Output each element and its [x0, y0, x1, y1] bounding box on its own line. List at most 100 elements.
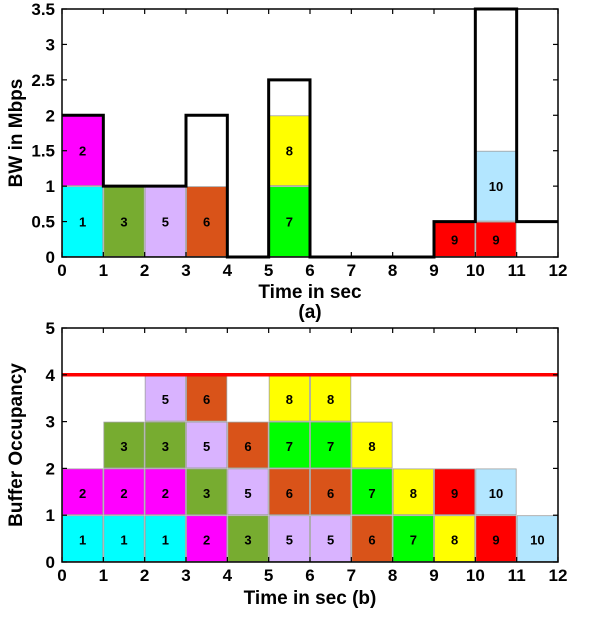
x-tick-label: 12: [549, 566, 568, 585]
buffer-block-label: 1: [162, 533, 169, 548]
buffer-block-label: 5: [286, 533, 293, 548]
buffer-block-label: 5: [244, 486, 251, 501]
buffer-block-label: 8: [410, 486, 417, 501]
buffer-block-label: 7: [410, 533, 417, 548]
bw-block-label: 5: [162, 215, 169, 230]
bw-block-5: [144, 186, 186, 257]
buffer-block-10: [475, 468, 517, 516]
buffer-block-label: 3: [244, 533, 251, 548]
y-tick-label: 2.5: [31, 71, 55, 90]
bw-block-label: 7: [286, 215, 293, 230]
buffer-block-label: 2: [79, 486, 86, 501]
x-tick-label: 4: [223, 261, 233, 280]
y-axis-label: Buffer Occupancy: [6, 363, 27, 527]
x-tick-label: 3: [181, 566, 190, 585]
buffer-block-8: [268, 374, 310, 422]
y-axis-label: BW in Mbps: [6, 79, 27, 188]
buffer-block-2: [103, 468, 145, 516]
bw-block-label: 8: [286, 144, 293, 159]
buffer-block-9: [434, 468, 476, 516]
buffer-block-label: 9: [451, 486, 458, 501]
buffer-block-5: [268, 515, 310, 562]
y-tick-label: 1: [46, 177, 55, 196]
x-tick-label: 12: [549, 261, 568, 280]
y-tick-label: 0: [46, 248, 55, 267]
x-tick-label: 10: [466, 261, 485, 280]
bw-block-2: [62, 115, 104, 187]
buffer-block-label: 2: [162, 486, 169, 501]
bw-block-label: 1: [79, 215, 86, 230]
buffer-block-label: 9: [492, 533, 499, 548]
x-tick-label: 7: [347, 566, 356, 585]
buffer-block-label: 7: [286, 439, 293, 454]
x-tick-label: 5: [264, 566, 273, 585]
buffer-block-label: 2: [203, 533, 210, 548]
x-tick-label: 2: [140, 566, 149, 585]
y-tick-label: 2: [46, 459, 55, 478]
buffer-block-1: [144, 515, 186, 562]
buffer-block-5: [144, 374, 186, 422]
buffer-block-label: 1: [120, 533, 127, 548]
buffer-block-label: 6: [203, 392, 210, 407]
y-tick-label: 2: [46, 106, 55, 125]
buffer-block-8: [392, 468, 434, 516]
x-tick-label: 4: [223, 566, 233, 585]
x-tick-label: 0: [57, 566, 66, 585]
x-tick-label: 9: [429, 261, 438, 280]
buffer-block-label: 6: [286, 486, 293, 501]
buffer-block-label: 5: [327, 533, 334, 548]
buffer-block-label: 8: [327, 392, 334, 407]
x-tick-label: 1: [99, 566, 108, 585]
bw-block-label: 3: [120, 215, 127, 230]
x-tick-label: 7: [347, 261, 356, 280]
buffer-block-6: [227, 421, 269, 469]
buffer-block-3: [144, 421, 186, 469]
buffer-block-8: [310, 374, 352, 422]
buffer-block-5: [227, 468, 269, 516]
buffer-block-7: [310, 421, 352, 469]
buffer-block-8: [351, 421, 393, 469]
x-tick-label: 8: [388, 261, 397, 280]
buffer-block-label: 3: [203, 486, 210, 501]
buffer-block-label: 8: [451, 533, 458, 548]
x-tick-label: 5: [264, 261, 273, 280]
x-tick-label: 11: [508, 261, 526, 280]
x-tick-label: 11: [508, 566, 526, 585]
y-tick-label: 1: [46, 506, 55, 525]
buffer-block-label: 2: [120, 486, 127, 501]
x-tick-label: 6: [305, 566, 314, 585]
y-tick-label: 3: [46, 413, 55, 432]
buffer-block-label: 3: [162, 439, 169, 454]
buffer-block-2: [62, 468, 104, 516]
buffer-block-6: [310, 468, 352, 516]
y-tick-label: 0: [46, 553, 55, 572]
bw-block-10: [475, 150, 517, 222]
buffer-block-3: [103, 421, 145, 469]
buffer-block-9: [475, 515, 517, 562]
x-tick-label: 9: [429, 566, 438, 585]
x-axis-label: Time in sec (b): [244, 588, 377, 609]
bw-block-8: [268, 115, 310, 187]
buffer-block-6: [268, 468, 310, 516]
buffer-block-3: [227, 515, 269, 562]
buffer-block-7: [392, 515, 434, 562]
y-tick-label: 1.5: [31, 142, 55, 161]
buffer-block-7: [268, 421, 310, 469]
buffer-block-label: 5: [162, 392, 169, 407]
buffer-block-2: [144, 468, 186, 516]
bw-block-1: [62, 186, 104, 257]
y-tick-label: 0.5: [31, 213, 55, 232]
y-tick-label: 4: [46, 366, 56, 385]
bw-block-label: 9: [492, 232, 499, 247]
buffer-block-label: 8: [368, 439, 375, 454]
y-tick-label: 5: [46, 319, 55, 338]
buffer-block-label: 8: [286, 392, 293, 407]
buffer-block-label: 1: [79, 533, 86, 548]
buffer-block-7: [351, 468, 393, 516]
buffer-block-label: 6: [327, 486, 334, 501]
x-tick-label: 8: [388, 566, 397, 585]
buffer-block-2: [186, 515, 228, 562]
